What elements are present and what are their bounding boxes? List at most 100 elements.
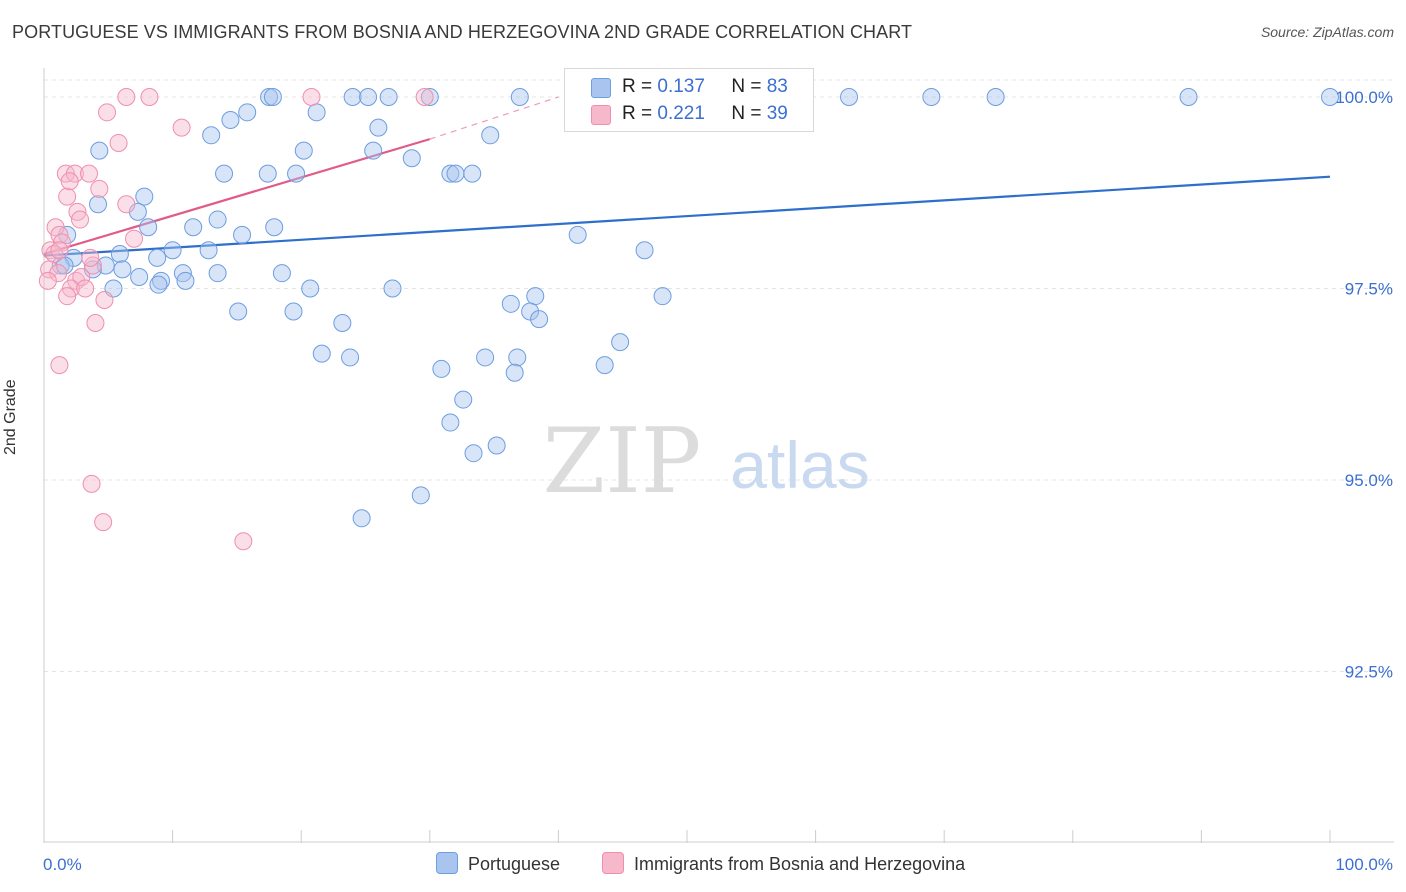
portuguese-point bbox=[135, 187, 154, 206]
portuguese-point bbox=[510, 88, 529, 106]
portuguese-point bbox=[215, 164, 234, 183]
bosnia-trend-line bbox=[43, 138, 431, 256]
portuguese-point bbox=[420, 88, 439, 106]
portuguese-point bbox=[411, 486, 430, 505]
portuguese-point bbox=[284, 302, 303, 321]
legend-label: Immigrants from Bosnia and Herzegovina bbox=[634, 854, 966, 874]
bosnia-point bbox=[38, 271, 57, 290]
portuguese-point bbox=[343, 88, 362, 106]
bosnia-point bbox=[80, 164, 99, 183]
portuguese-point bbox=[364, 141, 383, 160]
portuguese-point bbox=[595, 356, 614, 375]
stats-legend-row-bosnia: R = 0.221 N = 39 bbox=[565, 101, 813, 127]
portuguese-point bbox=[521, 302, 540, 321]
y-tick-label: 100.0% bbox=[1335, 88, 1393, 107]
n-value: 39 bbox=[766, 103, 788, 124]
bosnia-point bbox=[71, 210, 90, 229]
portuguese-point bbox=[312, 344, 331, 363]
y-tick-label: 97.5% bbox=[1345, 280, 1393, 299]
bosnia-point bbox=[50, 241, 69, 260]
portuguese-point bbox=[359, 88, 378, 106]
portuguese-point bbox=[611, 333, 630, 352]
bosnia-legend-swatch bbox=[602, 852, 624, 874]
bosnia-point bbox=[72, 268, 91, 287]
bosnia-point bbox=[98, 103, 117, 122]
trend-lines bbox=[43, 96, 1331, 257]
bosnia-point bbox=[50, 356, 69, 375]
portuguese-point bbox=[568, 225, 587, 244]
stats-legend: R = 0.137 N = 83 R = 0.221 N = 39 bbox=[564, 68, 814, 132]
portuguese-point bbox=[1179, 88, 1198, 106]
portuguese-point bbox=[139, 218, 158, 237]
portuguese-point bbox=[986, 88, 1005, 106]
portuguese-swatch bbox=[591, 78, 611, 98]
portuguese-point bbox=[508, 348, 527, 367]
portuguese-point bbox=[238, 103, 257, 122]
portuguese-point bbox=[265, 218, 284, 237]
watermark-zip: ZIP bbox=[543, 409, 702, 514]
y-tick-label: 95.0% bbox=[1345, 471, 1393, 490]
x-tick-label: 100.0% bbox=[1335, 855, 1393, 874]
stats-legend-row-portuguese: R = 0.137 N = 83 bbox=[565, 74, 813, 100]
portuguese-point bbox=[199, 241, 218, 260]
series-legend: Portuguese Immigrants from Bosnia and He… bbox=[0, 852, 1406, 878]
bosnia-point bbox=[95, 290, 114, 309]
legend-item-bosnia[interactable]: Immigrants from Bosnia and Herzegovina bbox=[602, 852, 965, 875]
portuguese-point bbox=[505, 363, 524, 382]
bosnia-point bbox=[140, 88, 159, 106]
portuguese-point bbox=[352, 509, 371, 528]
portuguese-point bbox=[446, 164, 465, 183]
portuguese-point bbox=[208, 210, 227, 229]
portuguese-point bbox=[233, 225, 252, 244]
chart-title: PORTUGUESE VS IMMIGRANTS FROM BOSNIA AND… bbox=[12, 22, 913, 42]
portuguese-point bbox=[341, 348, 360, 367]
portuguese-point bbox=[501, 294, 520, 313]
bosnia-point bbox=[82, 474, 101, 493]
r-label: R = bbox=[622, 76, 658, 97]
bosnia-point bbox=[117, 88, 136, 106]
legend-label: Portuguese bbox=[468, 854, 561, 874]
portuguese-point bbox=[922, 88, 941, 106]
legend-item-portuguese[interactable]: Portuguese bbox=[436, 852, 560, 875]
portuguese-point bbox=[287, 164, 306, 183]
source-label: Source: ZipAtlas.com bbox=[1260, 24, 1394, 40]
bosnia-point bbox=[58, 287, 77, 306]
bosnia-trend-extension bbox=[429, 96, 559, 140]
portuguese-point bbox=[379, 88, 398, 106]
portuguese-point bbox=[454, 390, 473, 409]
portuguese-point bbox=[369, 118, 388, 137]
portuguese-point bbox=[301, 279, 320, 298]
r-label: R = bbox=[622, 103, 658, 124]
r-value: 0.221 bbox=[657, 103, 705, 124]
portuguese-point bbox=[90, 141, 109, 160]
n-value: 83 bbox=[766, 76, 788, 97]
bosnia-point bbox=[234, 532, 253, 551]
portuguese-point bbox=[149, 275, 168, 294]
bosnia-points bbox=[38, 88, 434, 551]
portuguese-point bbox=[526, 287, 545, 306]
bosnia-swatch bbox=[591, 105, 611, 125]
bosnia-point bbox=[172, 118, 191, 137]
bosnia-point bbox=[109, 133, 128, 152]
portuguese-point bbox=[148, 248, 167, 267]
portuguese-point bbox=[653, 287, 672, 306]
portuguese-point bbox=[441, 164, 460, 183]
portuguese-point bbox=[113, 260, 132, 279]
portuguese-trend-line bbox=[43, 175, 1331, 257]
tick-labels: 100.0% 97.5% 95.0% 92.5% 0.0% 100.0% bbox=[43, 88, 1393, 874]
portuguese-point bbox=[481, 126, 500, 145]
portuguese-point bbox=[402, 149, 421, 168]
portuguese-point bbox=[464, 444, 483, 463]
portuguese-point bbox=[130, 268, 149, 287]
portuguese-point bbox=[487, 436, 506, 455]
bosnia-point bbox=[415, 88, 434, 106]
n-label: N = bbox=[731, 76, 767, 97]
portuguese-point bbox=[263, 88, 282, 106]
portuguese-point bbox=[463, 164, 482, 183]
bosnia-point bbox=[117, 195, 136, 214]
bosnia-point bbox=[86, 313, 105, 332]
portuguese-point bbox=[432, 359, 451, 378]
bosnia-point bbox=[90, 179, 109, 198]
y-tick-label: 92.5% bbox=[1345, 663, 1393, 682]
